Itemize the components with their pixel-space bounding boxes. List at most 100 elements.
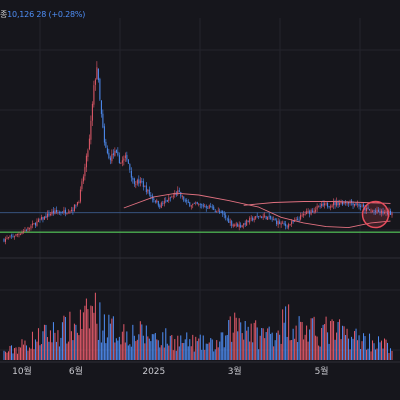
candle-body <box>3 238 5 242</box>
candle-body <box>342 201 344 205</box>
candle-body <box>189 202 191 207</box>
candle-body <box>378 209 380 212</box>
volume-bar <box>73 323 75 360</box>
volume-bar <box>30 348 32 360</box>
candle-body <box>295 219 297 221</box>
candle-body <box>273 219 275 221</box>
ma-line-secondary <box>243 201 391 206</box>
candle-body <box>298 219 300 221</box>
close-value: 10,126 <box>7 10 34 19</box>
volume-bar <box>130 346 132 360</box>
volume-bar <box>343 326 345 360</box>
candle-body <box>180 191 182 197</box>
volume-bar <box>217 347 219 360</box>
candle-body <box>229 221 231 223</box>
candle-body <box>322 203 324 206</box>
volume-bar <box>256 327 258 360</box>
candle-body <box>249 218 251 223</box>
volume-bar <box>300 321 302 360</box>
volume-bar <box>328 343 330 360</box>
volume-bar <box>222 332 224 360</box>
change-value: 28 <box>36 10 47 19</box>
candle-body <box>52 210 54 214</box>
volume-bar <box>366 349 368 360</box>
volume-bar <box>144 343 146 360</box>
volume-bar <box>180 335 182 360</box>
volume-bar <box>93 312 95 360</box>
candle-body <box>381 210 383 214</box>
volume-bar <box>241 333 243 360</box>
volume-bar <box>24 340 26 360</box>
candle-body <box>90 120 92 140</box>
volume-bar <box>349 349 351 360</box>
volume-bar <box>312 318 314 360</box>
volume-bar <box>9 345 11 360</box>
candle-body <box>258 216 260 218</box>
volume-bar <box>225 335 227 360</box>
candle-body <box>220 211 222 213</box>
candle-body <box>301 214 303 216</box>
volume-bar <box>279 334 281 360</box>
volume-bar <box>309 329 311 360</box>
candle-body <box>370 210 372 212</box>
candle-body <box>385 210 387 213</box>
volume-bar <box>244 320 246 360</box>
candle-body <box>142 181 144 187</box>
candle-body <box>186 200 188 202</box>
candle-body <box>241 225 243 228</box>
candle-body <box>168 197 170 201</box>
volume-bar <box>138 334 140 360</box>
volume-bar <box>228 320 230 360</box>
volume-bar <box>141 324 143 360</box>
candle-body <box>73 204 75 212</box>
volume-bar <box>112 316 114 360</box>
candle-body <box>306 211 308 214</box>
candle-body <box>127 159 129 164</box>
candle-body <box>129 164 131 170</box>
candle-body <box>172 195 174 197</box>
candle-body <box>42 216 44 220</box>
candle-body <box>139 180 141 183</box>
volume-bar <box>340 339 342 360</box>
volume-bar <box>325 316 327 360</box>
candle-body <box>198 204 200 205</box>
candle-body <box>259 216 261 218</box>
volume-bar <box>363 333 365 360</box>
volume-bar <box>181 343 183 360</box>
volume-bar <box>315 335 317 360</box>
volume-bar <box>370 351 372 360</box>
candle-body <box>19 233 21 235</box>
volume-bar <box>310 318 312 360</box>
candle-body <box>76 202 78 205</box>
volume-bar <box>318 345 320 360</box>
volume-bar <box>240 322 242 360</box>
volume-bar <box>346 328 348 360</box>
volume-bar <box>27 350 29 360</box>
candle-body <box>367 207 369 210</box>
volume-bar <box>373 343 375 360</box>
candle-body <box>22 231 24 232</box>
volume-bar <box>48 341 50 360</box>
candle-body <box>321 203 323 207</box>
candle-body <box>304 214 306 216</box>
volume-bar <box>174 339 176 360</box>
candle-body <box>235 223 237 226</box>
volume-bar <box>111 318 113 360</box>
volume-bar <box>342 325 344 360</box>
candle-body <box>157 200 159 206</box>
volume-bar <box>148 338 150 360</box>
volume-bar <box>262 328 264 360</box>
volume-bar <box>151 334 153 360</box>
candle-body <box>66 213 68 215</box>
volume-bar <box>36 341 38 360</box>
volume-bar <box>165 328 167 360</box>
candle-body <box>280 223 282 225</box>
volume-bar <box>168 345 170 360</box>
candle-body <box>61 212 63 214</box>
candle-body <box>283 223 285 225</box>
volume-bar <box>196 341 198 360</box>
volume-bar <box>127 345 129 360</box>
candle-body <box>261 216 263 219</box>
volume-bar <box>109 323 111 360</box>
